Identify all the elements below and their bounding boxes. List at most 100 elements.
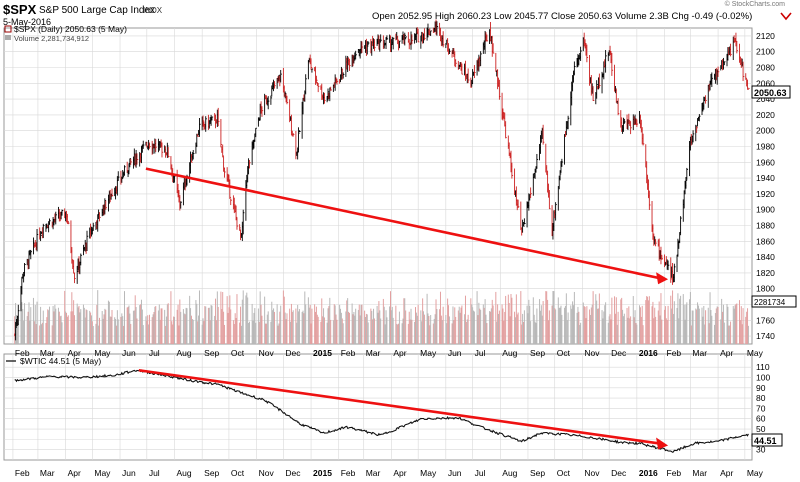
oil-last-tag: 44.51	[751, 433, 783, 447]
date-label: 5-May-2016	[3, 17, 51, 27]
price-y-tick: 2080	[756, 63, 775, 73]
price-legend-label: $SPX (Daily) 2050.63 (5 May)	[14, 24, 127, 34]
price-y-tick: 1760	[756, 315, 775, 325]
price-trend-arrowhead-icon	[656, 272, 669, 285]
price-y-tick: 1940	[756, 173, 775, 183]
volume-bars	[14, 290, 749, 344]
price-x-tick: May	[420, 348, 437, 358]
oil-x-tick: Aug	[502, 468, 517, 478]
price-x-tick: Apr	[68, 348, 81, 358]
price-panel-frame	[3, 27, 753, 345]
oil-legend-label: $WTIC 44.51 (5 May)	[20, 356, 101, 366]
price-x-tick: 2016	[639, 348, 658, 358]
price-x-tick: Sep	[530, 348, 545, 358]
oil-x-tick: Oct	[231, 468, 245, 478]
price-y-tick: 1880	[756, 221, 775, 231]
oil-y-tick: 90	[756, 383, 766, 393]
price-y-tick: 1920	[756, 189, 775, 199]
price-y-tick: 1740	[756, 331, 775, 341]
oil-x-tick: Apr	[393, 468, 406, 478]
price-y-tick: 1860	[756, 236, 775, 246]
price-x-tick: Sep	[204, 348, 219, 358]
oil-last-value: 44.51	[754, 436, 777, 446]
price-x-tick: Mar	[40, 348, 55, 358]
watermark: © StockCharts.com	[725, 0, 786, 8]
price-trend-line	[145, 167, 661, 280]
price-x-tick: Aug	[176, 348, 191, 358]
price-y-tick: 1980	[756, 142, 775, 152]
oil-x-tick: Nov	[584, 468, 600, 478]
price-x-tick: Dec	[611, 348, 627, 358]
oil-trendline	[138, 368, 669, 450]
oil-x-tick: Jun	[122, 468, 136, 478]
oil-trend-arrowhead-icon	[656, 437, 669, 450]
price-x-tick: Dec	[285, 348, 301, 358]
price-x-axis: Feb Mar Apr May Jun Jul Aug Sep Oct Nov Dec 2015 Feb…	[15, 348, 764, 358]
oil-x-tick: Jul	[149, 468, 160, 478]
price-x-tick: Jun	[448, 348, 462, 358]
oil-x-axis: Feb Mar Apr May Jun Jul Aug Sep Oct Nov Dec 2015 Feb…	[15, 468, 764, 478]
price-x-tick: Feb	[15, 348, 30, 358]
price-x-tick: Aug	[502, 348, 517, 358]
price-x-tick: 2015	[313, 348, 332, 358]
oil-x-tick: 2016	[639, 468, 658, 478]
volume-last-tag: 2281734	[751, 295, 797, 308]
price-x-tick: Feb	[341, 348, 356, 358]
oil-x-tick: Feb	[15, 468, 30, 478]
price-y-tick: 1820	[756, 268, 775, 278]
oil-trend-line	[138, 368, 661, 445]
volume-legend-icon	[5, 35, 11, 40]
price-y-tick: 2120	[756, 31, 775, 41]
price-x-tick: Jun	[122, 348, 136, 358]
price-x-tick: Apr	[393, 348, 406, 358]
oil-x-tick: Mar	[366, 468, 381, 478]
oil-x-tick: Nov	[259, 468, 275, 478]
price-gridlines	[4, 28, 752, 344]
price-legend-icon	[4, 25, 12, 33]
panel-frames	[3, 27, 753, 461]
oil-x-tick: Aug	[176, 468, 191, 478]
price-y-tick: 2040	[756, 94, 775, 104]
price-trendline	[145, 167, 669, 285]
price-x-tick: Mar	[692, 348, 707, 358]
price-y-axis: 1740176017801800182018401860188019001920…	[756, 31, 775, 341]
price-legend: $SPX (Daily) 2050.63 (5 May) Volume 2,28…	[4, 24, 127, 43]
index-name: S&P 500 Large Cap Index	[39, 5, 155, 16]
oil-x-tick: Apr	[68, 468, 81, 478]
oil-y-tick: 50	[756, 424, 766, 434]
volume-legend-label: Volume 2,281,734,912	[14, 34, 89, 43]
volume-last-value: 2281734	[754, 298, 786, 307]
ticker-symbol: $SPX	[3, 2, 37, 17]
price-x-tick: Mar	[366, 348, 381, 358]
price-x-tick: Jul	[475, 348, 486, 358]
oil-panel-frame	[3, 353, 753, 461]
oil-x-tick: Dec	[611, 468, 627, 478]
oil-x-tick: May	[747, 468, 764, 478]
price-x-tick: Oct	[231, 348, 245, 358]
oil-gridlines	[4, 354, 752, 460]
oil-y-tick: 30	[756, 445, 766, 455]
price-x-tick: Apr	[720, 348, 733, 358]
oil-x-tick: Dec	[285, 468, 301, 478]
price-x-tick: Nov	[584, 348, 600, 358]
price-y-tick: 1800	[756, 284, 775, 294]
oil-price-line	[14, 369, 749, 453]
oil-x-tick: May	[94, 468, 111, 478]
oil-x-tick: Mar	[40, 468, 55, 478]
price-x-tick: May	[747, 348, 764, 358]
oil-y-tick: 80	[756, 393, 766, 403]
oil-x-tick: Oct	[557, 468, 571, 478]
oil-x-tick: Mar	[692, 468, 707, 478]
oil-x-tick: 2015	[313, 468, 332, 478]
oil-legend: $WTIC 44.51 (5 May)	[6, 356, 101, 366]
price-x-tick: Jul	[149, 348, 160, 358]
chart-header: $SPX S&P 500 Large Cap Index INDX 5-May-…	[3, 0, 792, 27]
oil-x-tick: May	[420, 468, 437, 478]
oil-x-tick: Apr	[720, 468, 733, 478]
menu-chevron-icon[interactable]	[780, 12, 792, 21]
price-y-tick: 2060	[756, 78, 775, 88]
oil-y-tick: 70	[756, 403, 766, 413]
oil-x-tick: Sep	[530, 468, 545, 478]
price-bars	[14, 19, 750, 341]
